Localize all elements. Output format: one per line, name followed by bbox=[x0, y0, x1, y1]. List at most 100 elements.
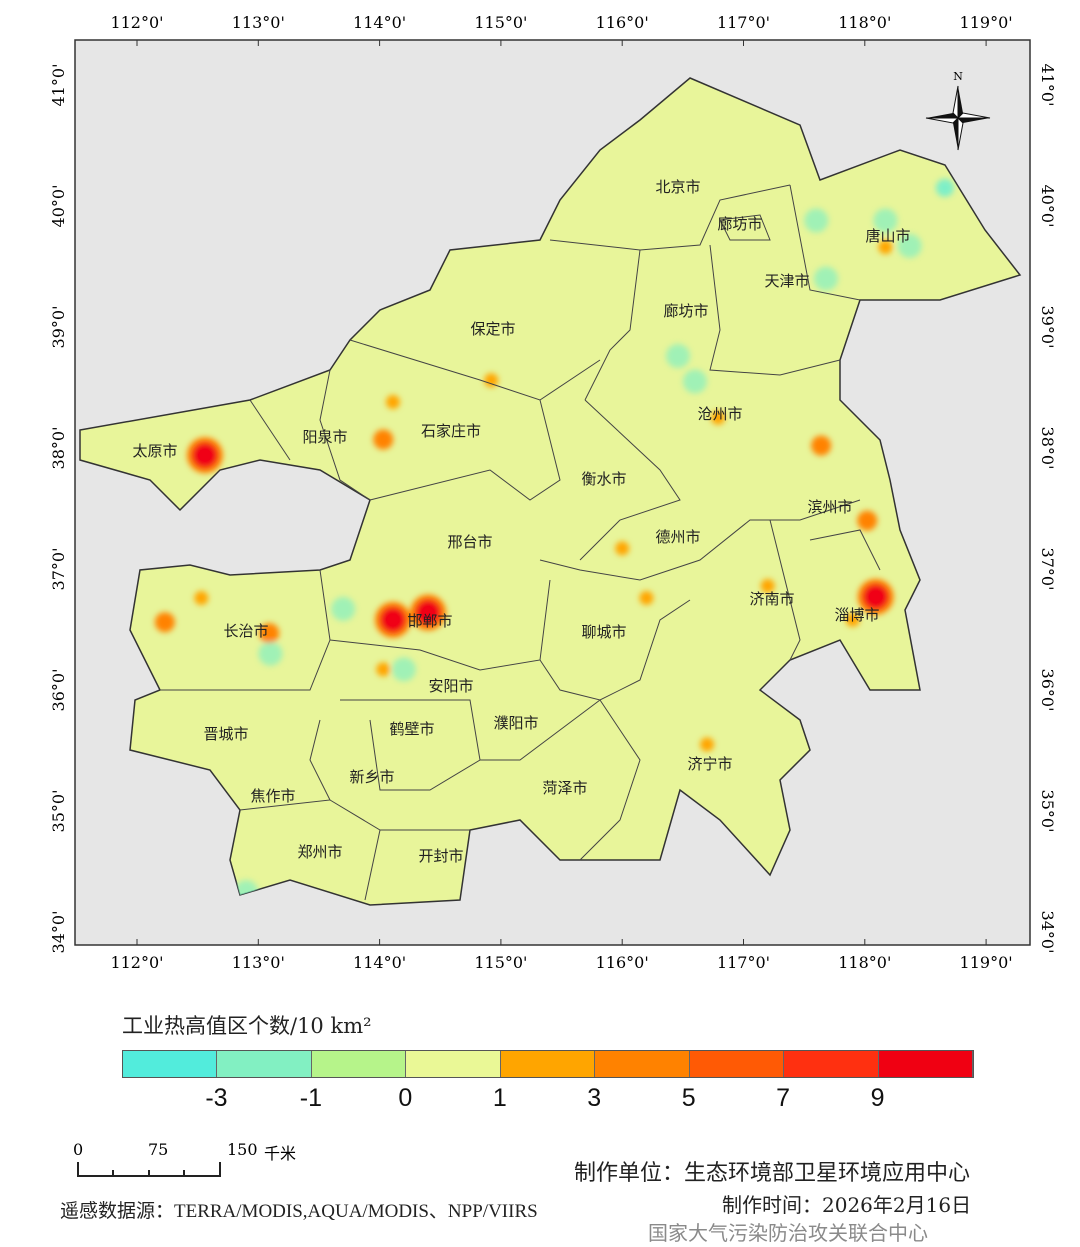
legend-tick: 5 bbox=[681, 1084, 696, 1112]
hotspot bbox=[873, 208, 898, 233]
city-label: 阳泉市 bbox=[302, 428, 347, 446]
hotspot bbox=[484, 373, 499, 388]
city-label: 鹤壁市 bbox=[389, 720, 434, 738]
hotspot bbox=[639, 591, 654, 606]
watermark: 国家大气污染防治攻关联合中心 bbox=[648, 1221, 928, 1245]
city-border bbox=[579, 699, 641, 861]
city-label: 济宁市 bbox=[687, 755, 732, 773]
city-border bbox=[809, 529, 881, 571]
city-label: 邢台市 bbox=[447, 533, 492, 551]
hotspot bbox=[379, 606, 406, 633]
hotspot bbox=[897, 233, 922, 258]
lat-tick-label: 34°0' bbox=[49, 911, 68, 954]
lon-tick-label: 115°0' bbox=[474, 13, 527, 32]
producer-credit: 制作单位：生态环境部卫星环境应用中心 bbox=[574, 1161, 971, 1186]
lat-tick-label: 34°0' bbox=[1038, 911, 1057, 954]
legend-swatch bbox=[500, 1051, 596, 1077]
legend-swatch bbox=[878, 1051, 973, 1077]
hotspot bbox=[862, 583, 889, 610]
hotspot bbox=[258, 641, 283, 666]
city-border bbox=[539, 599, 691, 701]
scale-tick-150: 150 bbox=[227, 1140, 258, 1159]
city-border bbox=[789, 184, 861, 301]
city-label: 滨州市 bbox=[807, 498, 852, 516]
scale-tick-0: 0 bbox=[73, 1140, 84, 1159]
lon-tick-label: 114°0' bbox=[353, 953, 406, 972]
city-label: 济南市 bbox=[749, 590, 794, 608]
lat-tick-label: 37°0' bbox=[1038, 548, 1057, 591]
city-label: 焦作市 bbox=[250, 787, 295, 805]
lat-tick-label: 38°0' bbox=[49, 427, 68, 470]
legend-swatch bbox=[595, 1051, 690, 1077]
city-label: 衡水市 bbox=[581, 470, 626, 488]
lon-tick-label: 117°0' bbox=[717, 13, 770, 32]
city-border bbox=[249, 399, 291, 461]
north-label: N bbox=[953, 70, 963, 83]
lat-tick-label: 37°0' bbox=[49, 548, 68, 591]
lon-tick-label: 113°0' bbox=[232, 953, 285, 972]
lon-tick-label: 118°0' bbox=[838, 953, 891, 972]
legend-swatch bbox=[311, 1051, 407, 1077]
city-border bbox=[239, 719, 331, 811]
city-border bbox=[549, 184, 791, 251]
lon-tick-label: 119°0' bbox=[960, 953, 1013, 972]
city-label: 长治市 bbox=[223, 622, 268, 640]
legend-tick: 7 bbox=[776, 1084, 791, 1112]
hotspot bbox=[385, 395, 400, 410]
hotspot bbox=[331, 596, 356, 621]
hotspot bbox=[373, 429, 394, 450]
hotspot bbox=[615, 541, 630, 556]
hotspot bbox=[811, 435, 832, 456]
city-label: 郑州市 bbox=[297, 843, 342, 861]
city-borders bbox=[160, 184, 881, 901]
city-label: 濮阳市 bbox=[493, 714, 538, 732]
city-label: 新乡市 bbox=[349, 768, 394, 786]
hotspot-layer bbox=[154, 178, 954, 905]
city-label: 开封市 bbox=[418, 847, 463, 865]
city-label: 邯郸市 bbox=[407, 612, 452, 630]
hotspot bbox=[878, 240, 893, 255]
city-label: 安阳市 bbox=[428, 677, 473, 695]
hotspot bbox=[813, 266, 838, 291]
city-label: 廊坊市 bbox=[663, 302, 708, 320]
legend-swatch bbox=[406, 1051, 501, 1077]
lon-tick-label: 119°0' bbox=[960, 13, 1013, 32]
region-land bbox=[79, 77, 1022, 906]
city-border bbox=[539, 499, 861, 581]
city-border bbox=[709, 244, 841, 376]
lon-tick-label: 115°0' bbox=[474, 953, 527, 972]
city-label: 菏泽市 bbox=[542, 779, 587, 797]
legend-tick: 9 bbox=[870, 1084, 885, 1112]
hotspot bbox=[804, 208, 829, 233]
hotspot bbox=[682, 369, 707, 394]
lat-tick-label: 38°0' bbox=[1038, 427, 1057, 470]
north-arrow-icon: N bbox=[925, 70, 991, 151]
city-label: 石家庄市 bbox=[421, 422, 481, 440]
city-label: 北京市 bbox=[655, 178, 700, 196]
legend-swatch bbox=[689, 1051, 785, 1077]
city-border bbox=[329, 579, 551, 671]
legend-swatch bbox=[217, 1051, 312, 1077]
lon-tick-label: 117°0' bbox=[717, 953, 770, 972]
city-border bbox=[340, 699, 481, 791]
lon-tick-label: 116°0' bbox=[596, 953, 649, 972]
hotspot bbox=[700, 737, 715, 752]
legend-tick: 1 bbox=[492, 1084, 507, 1112]
lat-tick-label: 36°0' bbox=[49, 669, 68, 712]
lat-tick-label: 39°0' bbox=[1038, 306, 1057, 349]
lat-tick-label: 35°0' bbox=[49, 790, 68, 833]
city-label: 德州市 bbox=[655, 528, 700, 546]
lon-tick-label: 112°0' bbox=[110, 953, 163, 972]
hotspot bbox=[376, 662, 391, 677]
lon-tick-label: 112°0' bbox=[110, 13, 163, 32]
city-label: 聊城市 bbox=[581, 623, 626, 641]
scale-tick-75: 75 bbox=[148, 1140, 169, 1159]
hotspot bbox=[415, 599, 442, 626]
hotspot bbox=[259, 623, 280, 644]
legend-tick: -3 bbox=[205, 1084, 228, 1112]
hotspot bbox=[154, 612, 175, 633]
legend-title: 工业热高值区个数/10 km² bbox=[122, 1014, 372, 1038]
lon-tick-label: 118°0' bbox=[838, 13, 891, 32]
